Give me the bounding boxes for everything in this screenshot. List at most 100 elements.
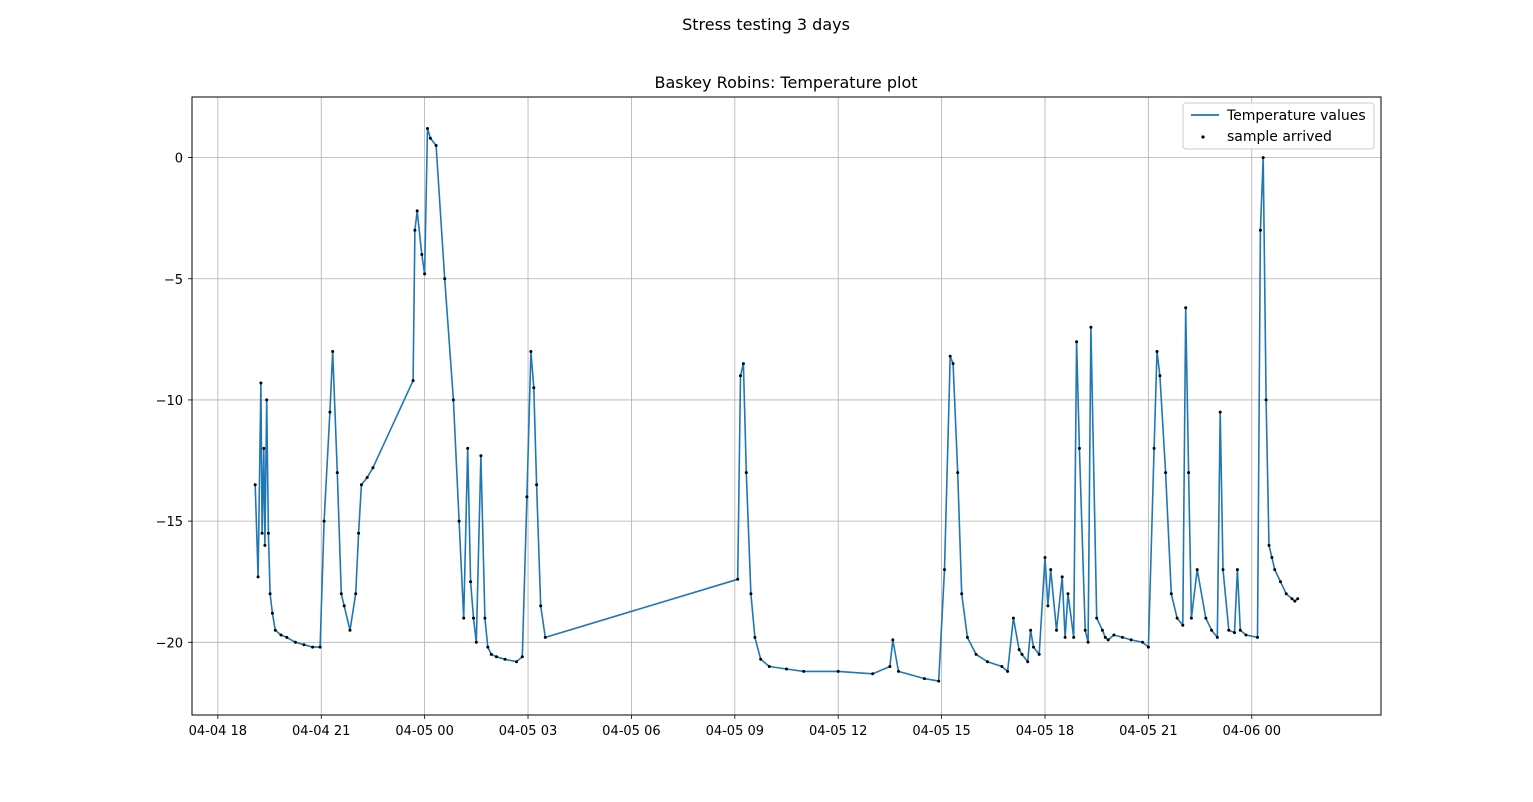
sample-marker bbox=[515, 660, 518, 664]
sample-marker bbox=[1072, 635, 1076, 639]
sample-marker bbox=[1121, 635, 1124, 639]
sample-marker bbox=[265, 398, 269, 402]
sample-marker bbox=[1227, 628, 1231, 632]
sample-marker bbox=[891, 638, 895, 642]
sample-marker bbox=[1066, 592, 1070, 596]
sample-marker bbox=[802, 669, 806, 673]
sample-marker bbox=[311, 645, 315, 649]
sample-marker bbox=[1238, 628, 1242, 632]
sample-marker bbox=[539, 604, 543, 608]
sample-marker bbox=[462, 616, 466, 620]
sample-marker bbox=[1032, 645, 1035, 649]
sample-marker bbox=[1095, 616, 1099, 620]
sample-marker bbox=[1077, 446, 1081, 450]
sample-marker bbox=[1284, 592, 1288, 596]
sample-marker bbox=[739, 374, 742, 378]
sample-marker bbox=[543, 635, 547, 639]
sample-marker bbox=[1210, 628, 1214, 632]
sample-marker bbox=[335, 471, 339, 475]
legend-box bbox=[1182, 102, 1375, 150]
sample-marker bbox=[529, 350, 533, 353]
sample-marker bbox=[457, 519, 461, 523]
x-tick-label: 04-06 00 bbox=[1223, 724, 1281, 739]
sample-marker bbox=[273, 628, 277, 632]
sample-marker bbox=[1293, 599, 1297, 603]
x-tick-label: 04-05 00 bbox=[395, 724, 453, 739]
sample-marker bbox=[1029, 628, 1033, 632]
sample-marker bbox=[785, 667, 788, 671]
y-tick-label: 0 bbox=[175, 152, 183, 167]
sample-marker bbox=[943, 568, 946, 572]
x-tick-label: 04-05 18 bbox=[1016, 724, 1074, 739]
sample-marker bbox=[413, 228, 417, 232]
sample-marker bbox=[466, 446, 470, 450]
grid-lines bbox=[192, 97, 1381, 715]
x-tick-label: 04-05 09 bbox=[706, 724, 764, 739]
sample-marker bbox=[1233, 631, 1236, 635]
sample-marker bbox=[1055, 628, 1058, 632]
sample-marker bbox=[371, 466, 375, 470]
sample-marker bbox=[1184, 306, 1188, 310]
sample-marker bbox=[1221, 568, 1225, 572]
sample-marker bbox=[503, 657, 507, 661]
sample-marker bbox=[1235, 568, 1239, 572]
sample-marker bbox=[1264, 398, 1268, 402]
sample-marker bbox=[423, 272, 427, 276]
sample-marker bbox=[479, 454, 483, 458]
sample-marker bbox=[1187, 471, 1191, 475]
sample-marker bbox=[956, 471, 960, 475]
sample-marker bbox=[897, 669, 900, 673]
sample-marker bbox=[263, 543, 267, 547]
sample-marker bbox=[472, 616, 475, 620]
sample-marker bbox=[1141, 640, 1145, 644]
sample-marker bbox=[1158, 374, 1162, 378]
sample-marker bbox=[1181, 623, 1185, 627]
sample-marker bbox=[1267, 543, 1271, 547]
chart-title: Baskey Robins: Temperature plot bbox=[654, 73, 917, 92]
x-tick-label: 04-05 15 bbox=[912, 724, 970, 739]
sample-marker bbox=[532, 386, 536, 390]
sample-marker bbox=[489, 652, 493, 656]
sample-marker bbox=[443, 277, 447, 281]
sample-marker bbox=[486, 645, 490, 649]
sample-marker bbox=[1026, 660, 1030, 664]
temperature-line bbox=[254, 127, 1299, 682]
y-tick-label: −15 bbox=[156, 515, 183, 530]
x-axis: 04-04 18 04-04 21 04-05 00 04-05 03 04-05 06… bbox=[189, 715, 1281, 739]
sample-marker bbox=[262, 446, 266, 450]
sample-marker bbox=[1204, 616, 1208, 620]
sample-marker bbox=[318, 645, 322, 649]
sample-marker bbox=[1195, 568, 1199, 572]
sample-marker bbox=[365, 476, 369, 479]
sample-marker bbox=[322, 519, 326, 523]
legend-marker-swatch bbox=[1201, 135, 1205, 139]
sample-marker bbox=[1215, 635, 1219, 639]
sample-marker bbox=[357, 531, 361, 535]
sample-marker bbox=[1279, 580, 1282, 584]
sample-marker bbox=[736, 577, 740, 581]
sample-marker bbox=[1290, 597, 1294, 601]
sample-marker bbox=[1129, 638, 1133, 642]
sample-marker bbox=[411, 379, 415, 383]
sample-marker bbox=[1000, 665, 1004, 668]
sample-marker bbox=[1083, 628, 1087, 632]
legend-label-temperature: Temperature values bbox=[1226, 108, 1366, 124]
x-tick-label: 04-04 21 bbox=[292, 724, 350, 739]
sample-marker bbox=[328, 410, 332, 414]
sample-marker bbox=[348, 628, 352, 632]
x-tick-label: 04-05 12 bbox=[809, 724, 867, 739]
sample-marker bbox=[285, 635, 289, 639]
sample-marker bbox=[759, 657, 763, 661]
sample-marker bbox=[525, 495, 529, 499]
sample-marker bbox=[1155, 350, 1159, 353]
sample-marker bbox=[259, 381, 263, 385]
sample-marker bbox=[451, 398, 455, 402]
sample-marker bbox=[1152, 446, 1156, 450]
sample-marker bbox=[1100, 628, 1104, 632]
sample-marker bbox=[268, 592, 272, 596]
sample-marker bbox=[1261, 156, 1265, 160]
sample-marker bbox=[426, 127, 429, 130]
sample-marker bbox=[1086, 640, 1090, 644]
sample-marker bbox=[1060, 575, 1064, 579]
x-tick-label: 04-05 21 bbox=[1119, 724, 1177, 739]
